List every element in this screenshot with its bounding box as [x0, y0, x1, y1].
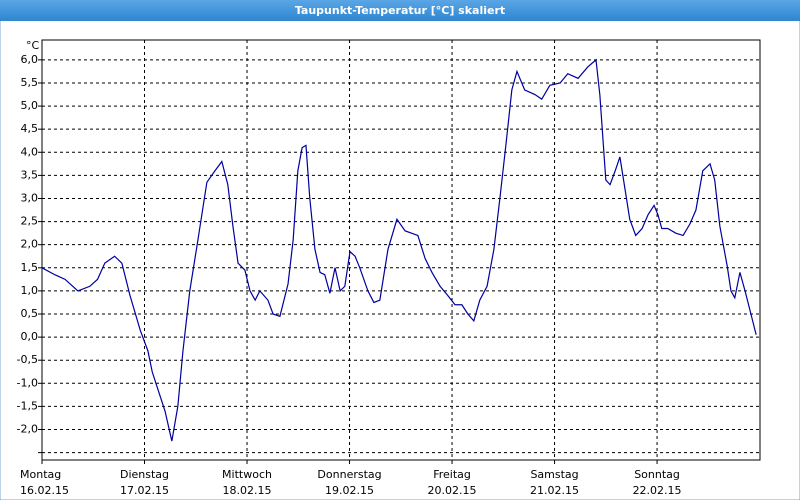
- x-tick-date: 19.02.15: [325, 484, 374, 497]
- y-tick-label: 3,0: [21, 191, 39, 204]
- plot-frame: [41, 39, 761, 461]
- y-tick-label: 0,5: [21, 307, 39, 320]
- data-line: [41, 58, 757, 442]
- y-unit: °C: [26, 39, 40, 52]
- y-tick-label: 4,0: [21, 145, 39, 158]
- x-tick-date: 18.02.15: [223, 484, 272, 497]
- chart-title: Taupunkt-Temperatur [°C] skaliert: [295, 4, 505, 17]
- title-bar: [0, 0, 800, 21]
- y-tick-label: -1,0: [17, 376, 38, 389]
- y-tick-label: 3,5: [21, 168, 39, 181]
- y-tick-label: 6,0: [21, 53, 39, 66]
- y-tick-label: 0,0: [21, 330, 39, 343]
- x-tick-date: 17.02.15: [120, 484, 169, 497]
- y-tick-label: 5,0: [21, 99, 39, 112]
- y-tick-label: -2,0: [17, 423, 38, 436]
- x-tick-date: 22.02.15: [633, 484, 682, 497]
- y-tick-label: 2,5: [21, 215, 39, 228]
- x-tick-date: 16.02.15: [20, 484, 69, 497]
- x-tick-label: Sonntag: [634, 468, 680, 481]
- y-tick-label: -0,5: [17, 353, 38, 366]
- x-tick-label: Dienstag: [120, 468, 169, 481]
- x-tick-label: Samstag: [530, 468, 578, 481]
- x-tick-label: Donnerstag: [317, 468, 381, 481]
- y-tick-label: -1,5: [17, 399, 38, 412]
- x-tick-date: 21.02.15: [530, 484, 579, 497]
- y-tick-label: 4,5: [21, 122, 39, 135]
- x-tick-label: Montag: [20, 468, 61, 481]
- plot: -2,0 -1,5 -1,0 -0,5 0,0 0,5 1,0 1,5 2,0 2,5 3,0 3,5…: [17, 39, 761, 497]
- y-tick-label: 1,5: [21, 261, 39, 274]
- x-tick-label: Mittwoch: [222, 468, 272, 481]
- x-tick-label: Freitag: [433, 468, 471, 481]
- y-tick-label: 2,0: [21, 238, 39, 251]
- y-tick-label: 5,5: [21, 76, 39, 89]
- y-tick-label: 1,0: [21, 284, 39, 297]
- x-tick-date: 20.02.15: [428, 484, 477, 497]
